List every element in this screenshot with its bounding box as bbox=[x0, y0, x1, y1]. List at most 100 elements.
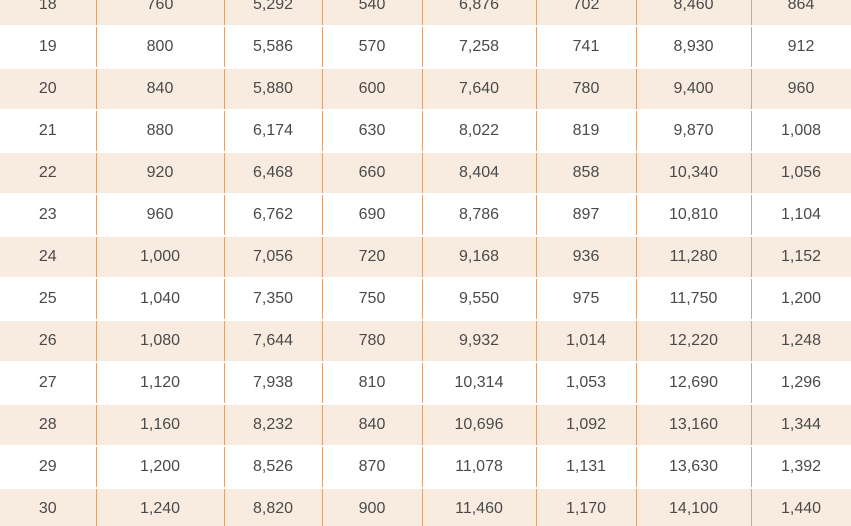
table-row: 25 1,040 7,350 750 9,550 975 11,750 1,200 bbox=[0, 278, 851, 321]
table-cell: 840 bbox=[321, 404, 423, 447]
table-cell: 9,550 bbox=[421, 278, 537, 321]
table-cell: 1,104 bbox=[750, 194, 851, 237]
table-cell: 13,630 bbox=[635, 446, 752, 489]
table-cell: 14,100 bbox=[635, 488, 752, 526]
table-cell: 570 bbox=[321, 26, 423, 69]
table-cell: 741 bbox=[535, 26, 637, 69]
table-cell: 6,762 bbox=[223, 194, 323, 237]
table-cell: 540 bbox=[321, 0, 423, 27]
table-cell: 9,400 bbox=[635, 68, 752, 111]
table-cell: 8,930 bbox=[635, 26, 752, 69]
table-cell: 660 bbox=[321, 152, 423, 195]
table-cell: 7,938 bbox=[223, 362, 323, 405]
table-cell: 960 bbox=[750, 68, 851, 111]
table-row: 21 880 6,174 630 8,022 819 9,870 1,008 bbox=[0, 110, 851, 153]
table-cell: 1,440 bbox=[750, 488, 851, 526]
table-cell: 7,056 bbox=[223, 236, 323, 279]
table-cell: 13,160 bbox=[635, 404, 752, 447]
table-cell: 9,168 bbox=[421, 236, 537, 279]
table-cell: 600 bbox=[321, 68, 423, 111]
table-cell: 975 bbox=[535, 278, 637, 321]
table-row: 30 1,240 8,820 900 11,460 1,170 14,100 1,440 bbox=[0, 488, 851, 526]
table-cell: 864 bbox=[750, 0, 851, 27]
table-cell: 800 bbox=[95, 26, 225, 69]
table-cell: 880 bbox=[95, 110, 225, 153]
row-label-cell: 18 bbox=[0, 0, 97, 27]
table-cell: 7,640 bbox=[421, 68, 537, 111]
table-cell: 1,160 bbox=[95, 404, 225, 447]
table-cell: 9,932 bbox=[421, 320, 537, 363]
table-cell: 12,220 bbox=[635, 320, 752, 363]
table-cell: 8,404 bbox=[421, 152, 537, 195]
table-cell: 960 bbox=[95, 194, 225, 237]
row-label-cell: 27 bbox=[0, 362, 97, 405]
table-row: 23 960 6,762 690 8,786 897 10,810 1,104 bbox=[0, 194, 851, 237]
table-cell: 6,468 bbox=[223, 152, 323, 195]
table-cell: 810 bbox=[321, 362, 423, 405]
table-cell: 7,644 bbox=[223, 320, 323, 363]
table-row: 20 840 5,880 600 7,640 780 9,400 960 bbox=[0, 68, 851, 111]
row-label-cell: 20 bbox=[0, 68, 97, 111]
table-cell: 897 bbox=[535, 194, 637, 237]
table-cell: 1,296 bbox=[750, 362, 851, 405]
table-cell: 12,690 bbox=[635, 362, 752, 405]
table-cell: 10,340 bbox=[635, 152, 752, 195]
table-cell: 1,248 bbox=[750, 320, 851, 363]
table-cell: 1,120 bbox=[95, 362, 225, 405]
row-label-cell: 28 bbox=[0, 404, 97, 447]
row-label-cell: 29 bbox=[0, 446, 97, 489]
row-label-cell: 25 bbox=[0, 278, 97, 321]
table-cell: 11,078 bbox=[421, 446, 537, 489]
table-row: 24 1,000 7,056 720 9,168 936 11,280 1,152 bbox=[0, 236, 851, 279]
table-cell: 11,460 bbox=[421, 488, 537, 526]
table-cell: 819 bbox=[535, 110, 637, 153]
row-label-cell: 21 bbox=[0, 110, 97, 153]
table-cell: 1,053 bbox=[535, 362, 637, 405]
table-cell: 10,810 bbox=[635, 194, 752, 237]
table-cell: 6,876 bbox=[421, 0, 537, 27]
row-label-cell: 26 bbox=[0, 320, 97, 363]
table-cell: 5,586 bbox=[223, 26, 323, 69]
table-cell: 760 bbox=[95, 0, 225, 27]
table-cell: 10,314 bbox=[421, 362, 537, 405]
table-cell: 1,000 bbox=[95, 236, 225, 279]
table-cell: 912 bbox=[750, 26, 851, 69]
table-cell: 630 bbox=[321, 110, 423, 153]
table-cell: 1,008 bbox=[750, 110, 851, 153]
row-label-cell: 22 bbox=[0, 152, 97, 195]
table-cell: 8,460 bbox=[635, 0, 752, 27]
table-row: 22 920 6,468 660 8,404 858 10,340 1,056 bbox=[0, 152, 851, 195]
table-cell: 8,526 bbox=[223, 446, 323, 489]
table-cell: 900 bbox=[321, 488, 423, 526]
table-cell: 1,240 bbox=[95, 488, 225, 526]
table-cell: 870 bbox=[321, 446, 423, 489]
table-cell: 8,786 bbox=[421, 194, 537, 237]
table-cell: 11,280 bbox=[635, 236, 752, 279]
table-cell: 5,880 bbox=[223, 68, 323, 111]
table-cell: 780 bbox=[535, 68, 637, 111]
table-cell: 1,080 bbox=[95, 320, 225, 363]
row-label-cell: 24 bbox=[0, 236, 97, 279]
table-cell: 1,014 bbox=[535, 320, 637, 363]
table-cell: 1,152 bbox=[750, 236, 851, 279]
table-cell: 9,870 bbox=[635, 110, 752, 153]
table-cell: 7,258 bbox=[421, 26, 537, 69]
table-cell: 6,174 bbox=[223, 110, 323, 153]
table-cell: 1,200 bbox=[750, 278, 851, 321]
table-cell: 750 bbox=[321, 278, 423, 321]
row-label-cell: 19 bbox=[0, 26, 97, 69]
table-row: 19 800 5,586 570 7,258 741 8,930 912 bbox=[0, 26, 851, 69]
table-cell: 1,040 bbox=[95, 278, 225, 321]
table-cell: 8,820 bbox=[223, 488, 323, 526]
table-cell: 5,292 bbox=[223, 0, 323, 27]
table-row: 18 760 5,292 540 6,876 702 8,460 864 bbox=[0, 0, 851, 27]
table-cell: 840 bbox=[95, 68, 225, 111]
table-cell: 1,392 bbox=[750, 446, 851, 489]
row-label-cell: 30 bbox=[0, 488, 97, 526]
table-cell: 11,750 bbox=[635, 278, 752, 321]
table-cell: 690 bbox=[321, 194, 423, 237]
table-cell: 1,344 bbox=[750, 404, 851, 447]
table-cell: 1,056 bbox=[750, 152, 851, 195]
